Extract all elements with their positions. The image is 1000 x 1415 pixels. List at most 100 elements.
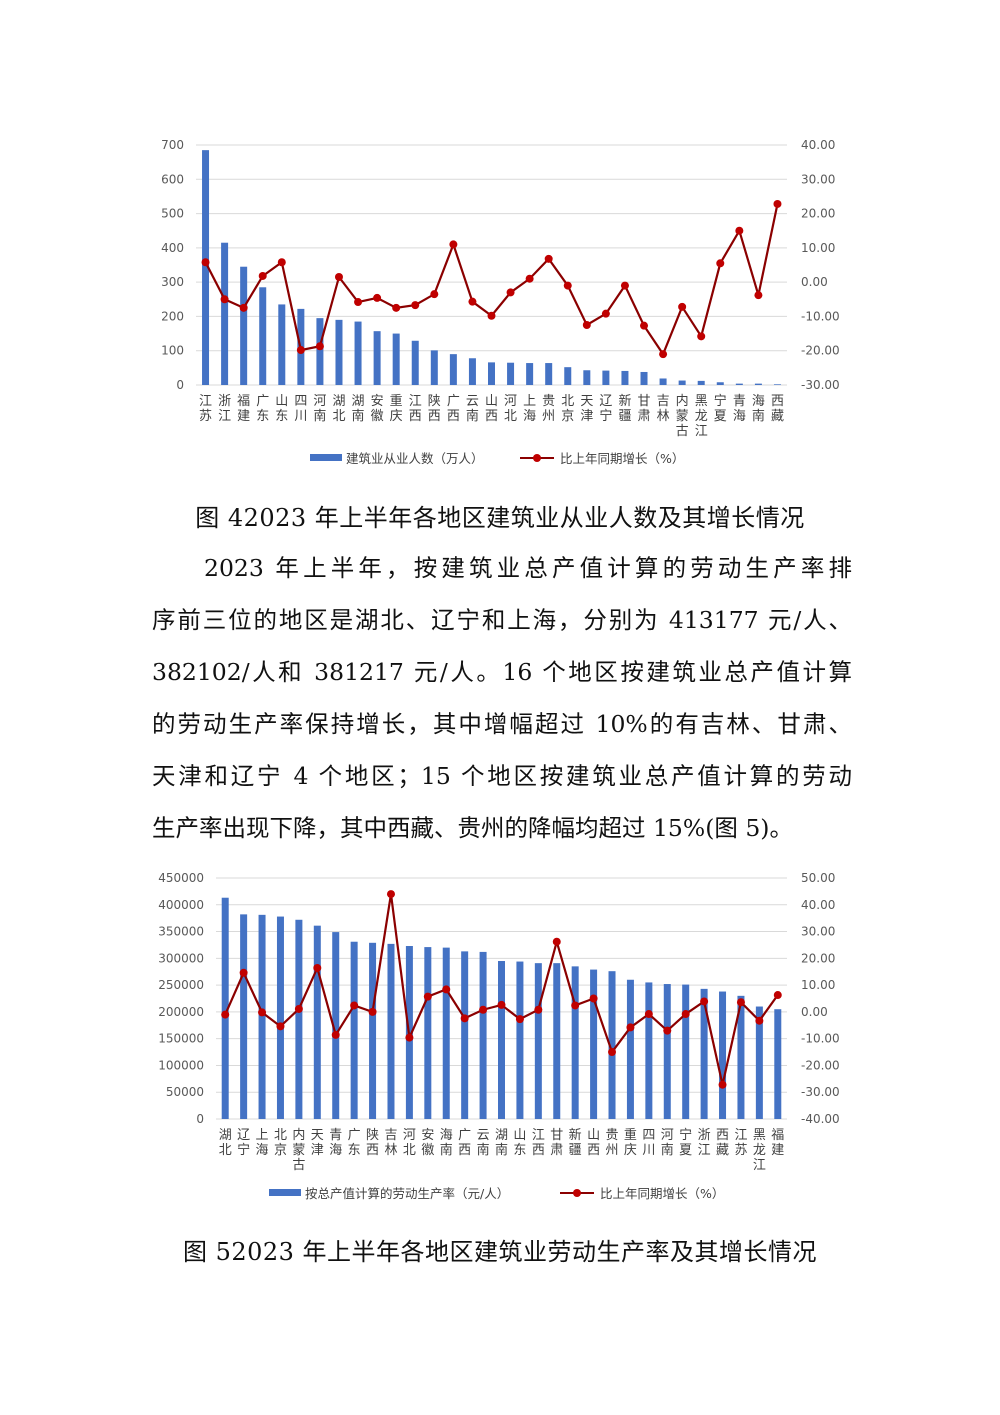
category-label: 广东 [348,1128,361,1158]
bar [392,333,400,385]
left-axis-tick: 300 [161,275,184,289]
bar [488,362,495,385]
category-label: 新疆 [569,1127,582,1158]
category-label: 广西 [458,1128,471,1158]
growth-line [204,203,779,357]
category-label: 内蒙古 [676,393,689,439]
legend-bar-label: 按总产值计算的劳动生产率（元/人） [305,1186,509,1201]
bar [424,947,432,1119]
category-label: 陕西 [428,394,441,424]
bar [564,367,572,385]
category-label: 重庆 [624,1127,637,1158]
bar [316,318,324,385]
bar [313,925,321,1119]
growth-marker [220,295,229,304]
category-label: 山东 [513,1128,526,1158]
bar [663,984,671,1119]
right-axis-tick: 30.00 [801,925,835,939]
left-axis-tick: 200 [161,309,184,323]
right-axis-tick: 50.00 [801,871,835,885]
category-label: 北京 [561,394,574,424]
bar [608,971,616,1119]
bar [369,942,377,1119]
category-label: 甘肃 [638,394,651,424]
bar [498,961,505,1119]
category-label: 安徽 [421,1128,434,1158]
category-label: 青海 [329,1128,342,1158]
category-label: 贵州 [606,1128,619,1158]
growth-marker [716,259,725,268]
growth-marker [411,301,420,310]
category-label: 新疆 [618,393,631,424]
legend-bar-label: 建筑业从业人数（万人） [346,451,484,466]
bar [774,1009,782,1119]
bar [719,991,727,1119]
left-axis-tick: 100 [161,344,184,358]
bar [553,963,561,1119]
paragraph-line: 的劳动生产率保持增长，其中增幅超过 10%的有吉林、甘肃、 [152,710,852,738]
category-label: 安徽 [371,394,384,424]
legend-bar-swatch [310,454,342,461]
growth-marker [354,298,363,307]
growth-marker [773,991,782,1000]
left-axis-tick: 350000 [158,925,204,939]
category-label: 河北 [403,1128,416,1158]
growth-marker [373,293,382,302]
bar [773,384,781,385]
growth-marker [697,332,706,341]
bar [449,354,457,385]
growth-marker [563,281,572,290]
growth-marker [718,1080,727,1089]
bar [571,966,579,1119]
growth-marker [334,273,343,281]
legend-line-marker [573,1189,581,1197]
growth-marker [620,281,629,290]
category-label: 北京 [274,1128,287,1158]
bar [678,380,686,385]
bar [442,947,450,1119]
bar [354,321,362,385]
category-label: 湖南 [352,394,365,424]
growth-marker [201,258,210,267]
growth-marker [640,321,649,330]
category-label: 西藏 [716,1128,729,1158]
growth-marker [423,992,432,1001]
bar [516,961,524,1119]
bar [754,383,762,385]
growth-marker [386,890,395,899]
growth-marker [239,303,248,312]
legend-bar-swatch [269,1189,301,1196]
left-axis-tick: 450000 [158,871,204,885]
bar [373,331,381,385]
growth-marker [601,309,610,318]
category-label: 山西 [587,1128,600,1158]
chart-productivity: 0 50000 100000 150000 200000 250000 300000 3500… [158,871,840,1201]
category-label: 吉林 [657,394,670,424]
growth-marker [589,994,598,1003]
left-axis-tick: 400 [161,241,184,255]
right-axis-tick: -20.00 [801,1058,840,1072]
bar [335,319,343,385]
category-label: 江西 [409,394,422,424]
bar [697,380,705,385]
category-label: 广西 [447,394,460,424]
growth-marker [487,311,496,320]
growth-marker [608,1048,617,1057]
bar [479,951,487,1119]
category-label: 河北 [504,394,517,424]
growth-marker [331,1030,340,1039]
category-label: 甘肃 [550,1128,563,1158]
bar [258,914,266,1119]
category-label: 上海 [256,1128,269,1158]
bar [507,362,515,385]
growth-marker [296,346,305,355]
bar [221,897,229,1119]
bar [295,919,303,1119]
right-axis-tick: 30.00 [801,172,835,186]
right-axis-tick: -10.00 [801,1032,840,1046]
growth-marker [239,968,248,977]
growth-marker [392,303,401,312]
bar [602,370,610,385]
growth-marker [313,963,322,972]
bar [461,951,469,1119]
